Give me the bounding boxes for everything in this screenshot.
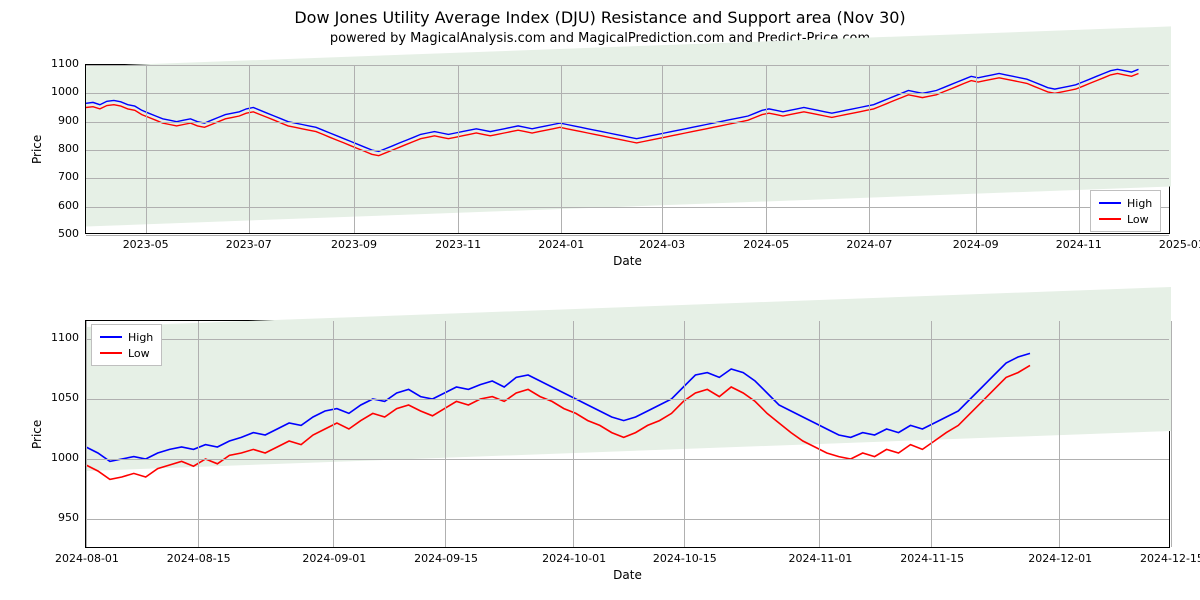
legend-label: High (128, 331, 153, 344)
top-legend: High Low (1090, 190, 1161, 232)
xtick-label: 2023-05 (115, 238, 177, 251)
bottom-xlabel: Date (85, 568, 1170, 582)
legend-row: Low (1099, 211, 1152, 227)
xtick-label: 2024-01 (530, 238, 592, 251)
xtick-label: 2024-08-01 (55, 552, 117, 565)
top-plot-area: MagicalAnalysis.com MagicalPrediction.co… (85, 64, 1170, 234)
gridline-v (249, 65, 250, 233)
gridline-h (86, 399, 1169, 400)
gridline-v (662, 65, 663, 233)
ytick-label: 600 (45, 199, 79, 212)
gridline-v (573, 321, 574, 547)
xtick-label: 2024-10-01 (542, 552, 604, 565)
legend-swatch (1099, 202, 1121, 204)
xtick-label: 2024-05 (735, 238, 797, 251)
gridline-v (684, 321, 685, 547)
ytick-label: 1100 (45, 331, 79, 344)
ytick-label: 1100 (45, 57, 79, 70)
xtick-label: 2023-07 (218, 238, 280, 251)
xtick-label: 2024-09 (945, 238, 1007, 251)
ytick-label: 1050 (45, 391, 79, 404)
gridline-h (86, 459, 1169, 460)
gridline-v (1059, 321, 1060, 547)
gridline-h (86, 235, 1169, 236)
ytick-label: 500 (45, 227, 79, 240)
gridline-h (86, 339, 1169, 340)
legend-swatch (100, 352, 122, 354)
legend-swatch (1099, 218, 1121, 220)
xtick-label: 2024-11-01 (788, 552, 850, 565)
gridline-v (819, 321, 820, 547)
xtick-label: 2024-10-15 (653, 552, 715, 565)
legend-label: Low (1127, 213, 1149, 226)
gridline-v (86, 321, 87, 547)
bottom-ylabel: Price (30, 420, 44, 449)
xtick-label: 2024-08-15 (167, 552, 229, 565)
chart-title: Dow Jones Utility Average Index (DJU) Re… (0, 0, 1200, 27)
top-ylabel: Price (30, 135, 44, 164)
gridline-v (931, 321, 932, 547)
gridline-v (458, 65, 459, 233)
bottom-svg (86, 321, 1171, 549)
ytick-label: 1000 (45, 85, 79, 98)
ytick-label: 950 (45, 511, 79, 524)
ytick-label: 1000 (45, 451, 79, 464)
gridline-v (1079, 65, 1080, 233)
xtick-label: 2024-11-15 (900, 552, 962, 565)
gridline-v (561, 65, 562, 233)
gridline-v (1171, 321, 1172, 547)
legend-swatch (100, 336, 122, 338)
gridline-v (333, 321, 334, 547)
legend-row: High (100, 329, 153, 345)
support-resistance-band (86, 287, 1171, 471)
xtick-label: 2023-11 (427, 238, 489, 251)
gridline-v (146, 65, 147, 233)
bottom-plot-area: MagicalAnalysis.com MagicalPrediction.co… (85, 320, 1170, 548)
bottom-legend: High Low (91, 324, 162, 366)
xtick-label: 2024-12-15 (1140, 552, 1200, 565)
legend-label: High (1127, 197, 1152, 210)
xtick-label: 2025-01 (1151, 238, 1200, 251)
gridline-v (976, 65, 977, 233)
legend-row: High (1099, 195, 1152, 211)
legend-label: Low (128, 347, 150, 360)
ytick-label: 900 (45, 114, 79, 127)
xtick-label: 2024-07 (838, 238, 900, 251)
xtick-label: 2024-11 (1048, 238, 1110, 251)
top-xlabel: Date (85, 254, 1170, 268)
xtick-label: 2023-09 (323, 238, 385, 251)
ytick-label: 700 (45, 170, 79, 183)
ytick-label: 800 (45, 142, 79, 155)
xtick-label: 2024-12-01 (1028, 552, 1090, 565)
xtick-label: 2024-09-01 (302, 552, 364, 565)
xtick-label: 2024-03 (631, 238, 693, 251)
gridline-v (445, 321, 446, 547)
gridline-v (766, 65, 767, 233)
gridline-v (198, 321, 199, 547)
gridline-v (354, 65, 355, 233)
gridline-h (86, 519, 1169, 520)
xtick-label: 2024-09-15 (414, 552, 476, 565)
gridline-v (869, 65, 870, 233)
legend-row: Low (100, 345, 153, 361)
